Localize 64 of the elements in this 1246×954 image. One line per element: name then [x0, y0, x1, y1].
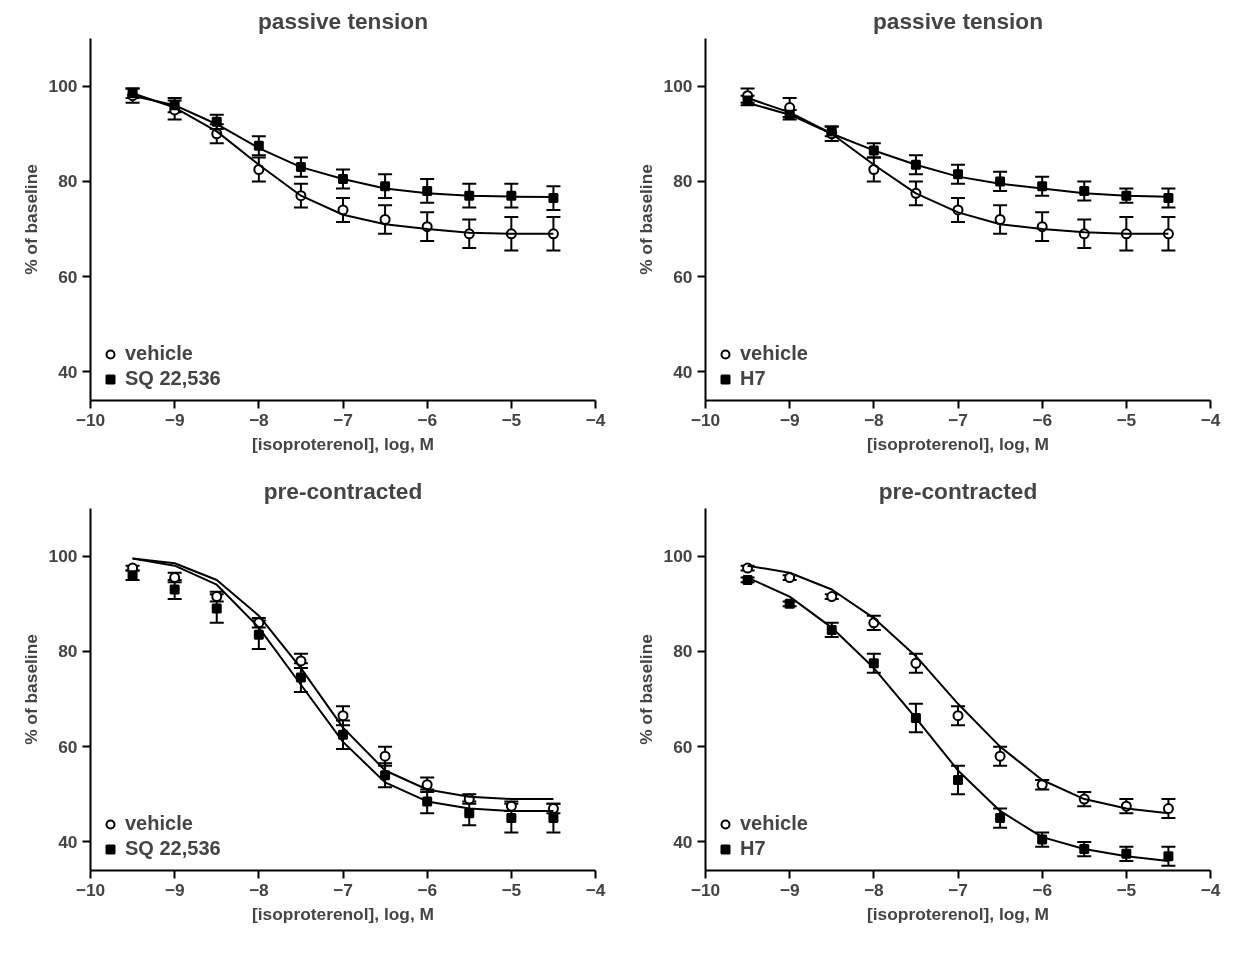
y-tick-label: 40	[673, 361, 693, 382]
y-tick-label: 40	[58, 361, 78, 382]
x-tick-label: −8	[863, 879, 885, 900]
y-tick-label: 60	[58, 736, 78, 757]
y-tick-label: 80	[58, 171, 78, 192]
x-axis-title: [isoproterenol], log, M	[867, 433, 1049, 454]
x-tick-label: −8	[248, 879, 270, 900]
x-tick-label: −5	[1116, 879, 1137, 900]
x-tick-label: −6	[1032, 409, 1053, 430]
x-tick-label: −4	[585, 879, 606, 900]
x-axis-title: [isoproterenol], log, M	[867, 903, 1049, 924]
x-tick-label: −8	[248, 409, 270, 430]
y-axis-title: % of baseline	[635, 633, 656, 745]
x-tick-label: −9	[779, 409, 800, 430]
x-tick-label: −5	[1116, 409, 1137, 430]
x-tick-label: −8	[863, 409, 885, 430]
x-tick-label: −4	[1200, 879, 1221, 900]
x-tick-label: −4	[1200, 409, 1221, 430]
y-axis-title: % of baseline	[20, 633, 41, 745]
x-tick-label: −10	[75, 409, 106, 430]
x-tick-label: −5	[501, 879, 522, 900]
x-tick-label: −10	[690, 879, 721, 900]
y-tick-label: 40	[58, 831, 78, 852]
x-axis-title: [isoproterenol], log, M	[252, 433, 434, 454]
x-tick-label: −9	[164, 409, 185, 430]
y-tick-label: 80	[673, 641, 693, 662]
legend-label: SQ 22,536	[125, 837, 221, 860]
chart-title: pre-contracted	[878, 477, 1038, 504]
y-tick-label: 60	[673, 266, 693, 287]
x-tick-label: −10	[75, 879, 106, 900]
y-tick-label: 80	[673, 171, 693, 192]
x-tick-label: −6	[1032, 879, 1053, 900]
x-tick-label: −5	[501, 409, 522, 430]
y-tick-label: 60	[58, 266, 78, 287]
legend-label: H7	[740, 367, 766, 390]
x-tick-label: −9	[779, 879, 800, 900]
x-tick-label: −7	[333, 879, 353, 900]
y-tick-label: 100	[663, 76, 693, 97]
y-tick-label: 60	[673, 736, 693, 757]
x-tick-label: −6	[417, 409, 438, 430]
x-axis-title: [isoproterenol], log, M	[252, 903, 434, 924]
legend-label: SQ 22,536	[125, 367, 221, 390]
legend-label: vehicle	[740, 342, 808, 365]
legend-label: H7	[740, 837, 766, 860]
x-tick-label: −7	[948, 879, 968, 900]
x-tick-label: −10	[690, 409, 721, 430]
x-tick-label: −7	[333, 409, 353, 430]
legend-label: vehicle	[125, 812, 193, 835]
x-tick-label: −7	[948, 409, 968, 430]
x-tick-label: −9	[164, 879, 185, 900]
chart-title: passive tension	[873, 7, 1044, 34]
x-tick-label: −4	[585, 409, 606, 430]
x-tick-label: −6	[417, 879, 438, 900]
chart-title: passive tension	[258, 7, 429, 34]
y-tick-label: 80	[58, 641, 78, 662]
y-axis-title: % of baseline	[635, 163, 656, 275]
y-tick-label: 100	[48, 76, 78, 97]
y-axis-title: % of baseline	[20, 163, 41, 275]
chart-title: pre-contracted	[263, 477, 423, 504]
y-tick-label: 100	[663, 546, 693, 567]
legend-label: vehicle	[740, 812, 808, 835]
y-tick-label: 40	[673, 831, 693, 852]
y-tick-label: 100	[48, 546, 78, 567]
legend-label: vehicle	[125, 342, 193, 365]
